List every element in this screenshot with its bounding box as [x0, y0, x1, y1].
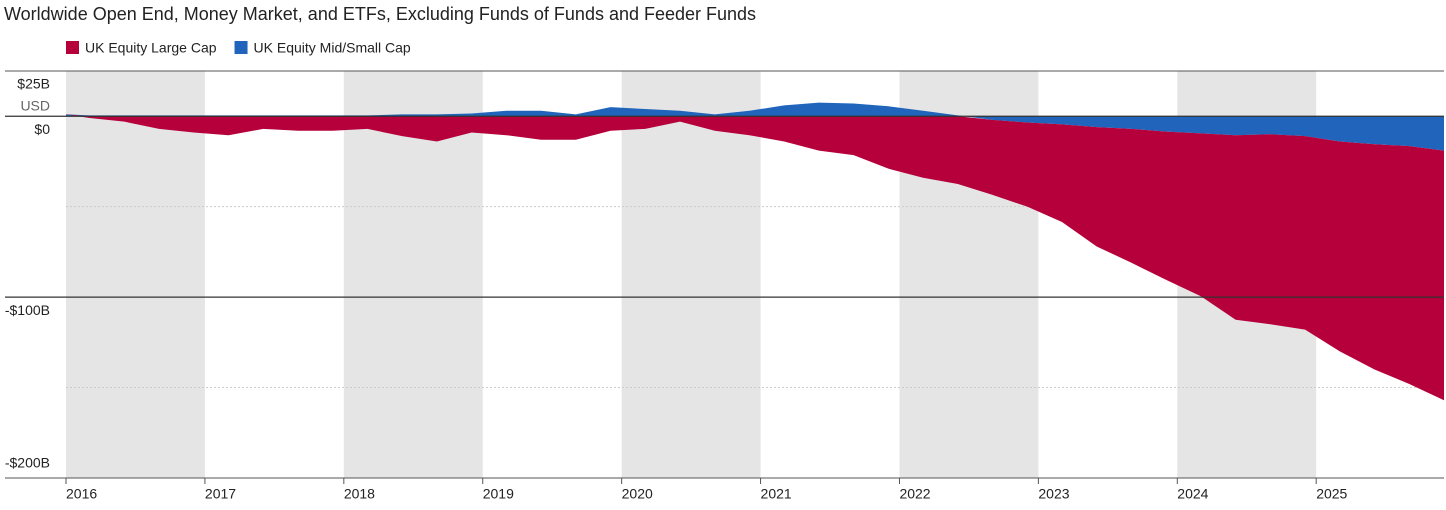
area	[66, 102, 1444, 151]
x-tick-label: 2020	[622, 486, 653, 502]
year-band	[621, 71, 761, 478]
x-tick-label: 2017	[205, 486, 236, 502]
y-tick-label: -$100B	[5, 302, 50, 318]
x-tick-label: 2024	[1177, 486, 1208, 502]
year-band	[66, 71, 205, 478]
y-tick-label: $0	[34, 121, 50, 137]
legend-swatch	[66, 41, 79, 54]
legend-label: UK Equity Large Cap	[85, 40, 217, 56]
chart-title: Worldwide Open End, Money Market, and ET…	[4, 4, 756, 24]
x-tick-label: 2018	[344, 486, 375, 502]
x-tick-label: 2016	[66, 486, 97, 502]
x-tick-label: 2023	[1038, 486, 1069, 502]
x-tick-label: 2022	[899, 486, 930, 502]
legend-swatch	[234, 41, 248, 54]
x-tick-label: 2019	[483, 486, 514, 502]
year-band	[343, 71, 483, 478]
x-tick-label: 2025	[1316, 486, 1347, 502]
x-tick-label: 2021	[761, 486, 792, 502]
area	[66, 114, 1444, 401]
unit-label: USD	[20, 98, 50, 114]
y-tick-label: $25B	[17, 76, 50, 92]
legend-label: UK Equity Mid/Small Cap	[254, 40, 411, 56]
y-tick-label: -$200B	[5, 455, 50, 471]
